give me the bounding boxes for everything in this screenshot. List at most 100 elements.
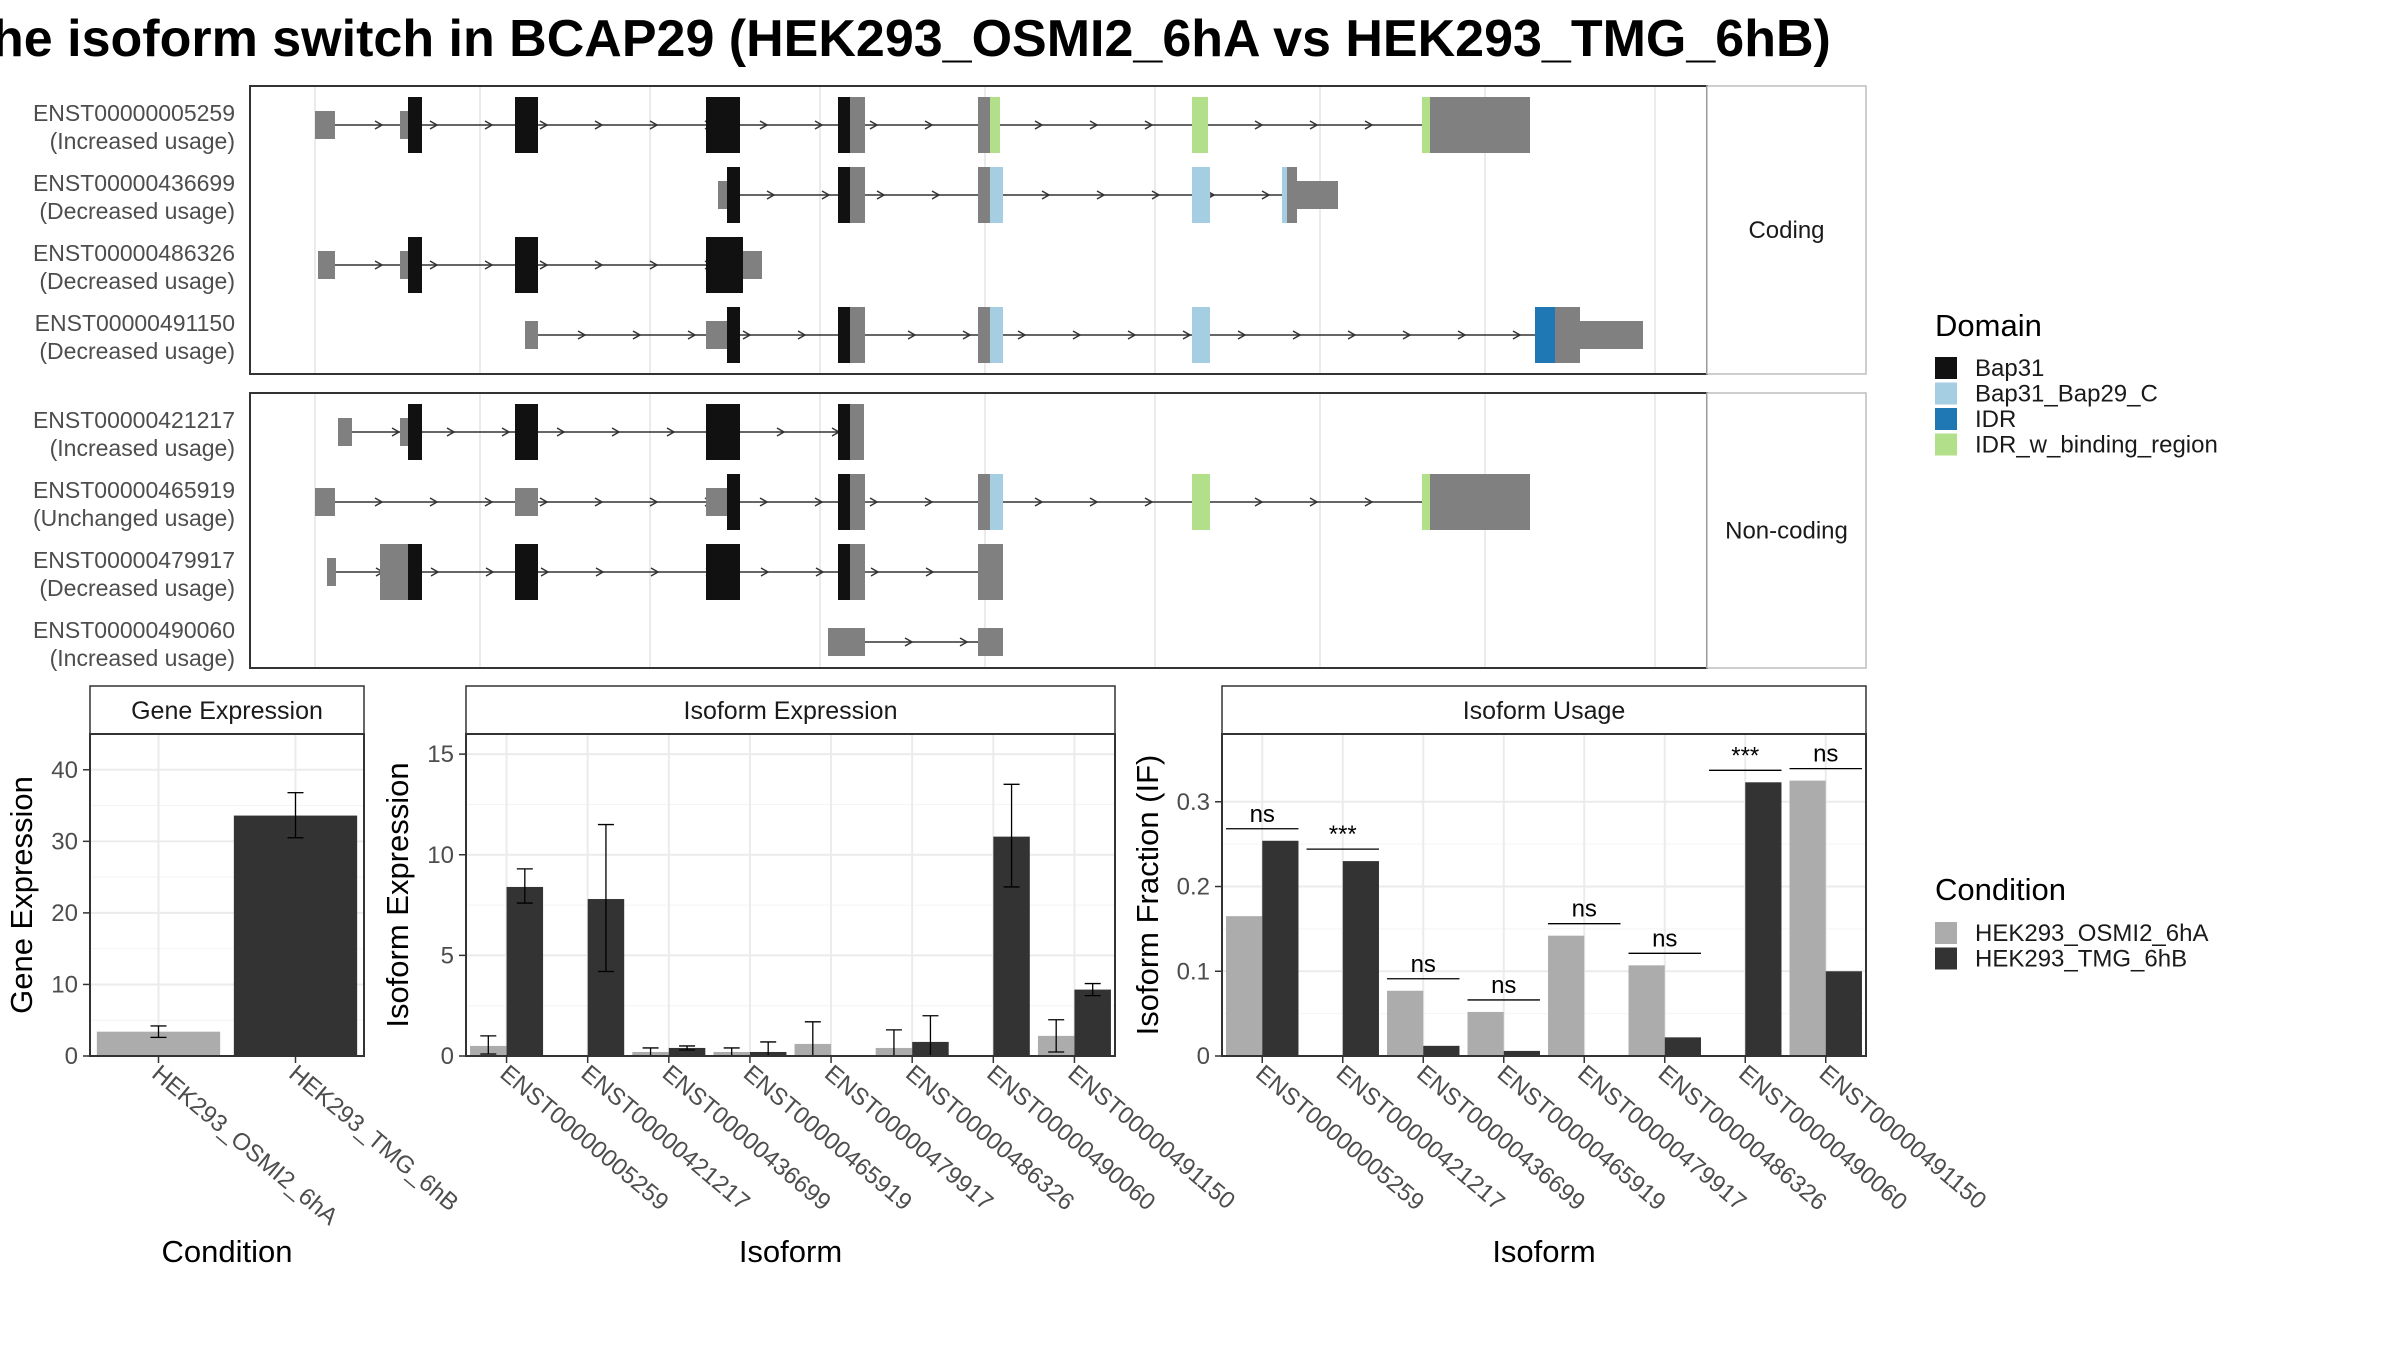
intron-direction-arrow (632, 330, 642, 340)
exon-block (850, 404, 864, 460)
exon-block (1192, 307, 1210, 363)
intron-direction-arrow (594, 120, 604, 130)
y-tick-label: 0 (65, 1043, 78, 1070)
exon-block (1535, 307, 1555, 363)
exon-block (706, 97, 740, 153)
intron-direction-arrow (1034, 120, 1044, 130)
exon-block (850, 307, 865, 363)
exon-block (706, 404, 740, 460)
y-tick-label: 20 (51, 900, 78, 927)
significance-label: ns (1572, 896, 1597, 923)
transcript-usage-label: (Increased usage) (50, 128, 235, 154)
intron-direction-arrow (760, 567, 770, 577)
intron-direction-arrow (577, 330, 587, 340)
bar (1074, 989, 1111, 1056)
intron-direction-arrow (649, 497, 659, 507)
y-tick-label: 0 (441, 1043, 454, 1070)
intron-direction-arrow (1347, 330, 1357, 340)
exon-block (1192, 474, 1210, 530)
plot-border (1221, 733, 1867, 1057)
intron-direction-arrow (870, 567, 880, 577)
intron-direction-arrow (1151, 190, 1161, 200)
legend-label: Bap31 (1975, 355, 2044, 382)
intron-direction-arrow (539, 120, 549, 130)
exon-block (515, 97, 538, 153)
exon-block (978, 97, 990, 153)
exon-block (838, 404, 850, 460)
legend-label: IDR (1975, 406, 2016, 433)
intron-direction-arrow (430, 567, 440, 577)
intron-direction-arrow (429, 260, 439, 270)
exon-block (315, 488, 335, 516)
transcript-track-ENST00000421217 (338, 404, 864, 460)
exon-block (515, 488, 538, 516)
facet-strip (1706, 392, 1867, 669)
exon-block (400, 251, 408, 279)
y-tick-label: 0.2 (1177, 874, 1210, 901)
exon-block (743, 251, 762, 279)
legend-swatch (1935, 947, 1957, 970)
bar (1226, 916, 1263, 1056)
exon-block (838, 97, 850, 153)
significance-label: *** (1329, 821, 1357, 848)
transcript-usage-label: (Increased usage) (50, 645, 235, 671)
figure-title: he isoform switch in BCAP29 (HEK293_OSMI… (0, 10, 1831, 68)
y-tick-label: 40 (51, 757, 78, 784)
intron-direction-arrow (869, 120, 879, 130)
intron-direction-arrow (797, 330, 807, 340)
exon-block (978, 474, 990, 530)
intron-direction-arrow (1364, 120, 1374, 130)
intron-direction-arrow (484, 497, 494, 507)
intron-direction-arrow (1254, 120, 1264, 130)
y-tick-label: 30 (51, 828, 78, 855)
transcript-usage-label: (Decreased usage) (39, 338, 235, 364)
exon-block (318, 251, 335, 279)
intron-direction-arrow (666, 427, 676, 437)
transcript-track-ENST00000436699 (718, 167, 1338, 223)
intron-direction-arrow (374, 260, 384, 270)
exon-block (978, 307, 990, 363)
intron-direction-arrow (814, 497, 824, 507)
transcript-track-ENST00000491150 (525, 307, 1643, 363)
exon-block (327, 558, 336, 586)
intron-direction-arrow (1041, 190, 1051, 200)
bar (1342, 861, 1379, 1056)
intron-direction-arrow (924, 120, 934, 130)
y-axis-title: Gene Expression (4, 776, 39, 1014)
intron-direction-arrow (962, 330, 972, 340)
intron-direction-arrow (869, 497, 879, 507)
facet-strip (1706, 85, 1867, 375)
exon-block (408, 97, 422, 153)
transcript-usage-label: (Decreased usage) (39, 268, 235, 294)
exon-block (1430, 97, 1530, 153)
structure-facet-background (250, 393, 1707, 668)
intron-direction-arrow (1457, 330, 1467, 340)
intron-direction-arrow (1364, 497, 1374, 507)
intron-direction-arrow (595, 567, 605, 577)
transcript-id-label: ENST00000479917 (33, 547, 235, 573)
panel-strip (1221, 685, 1867, 735)
exon-block (850, 167, 865, 223)
transcript-id-label: ENST00000486326 (33, 240, 235, 266)
intron-direction-arrow (931, 190, 941, 200)
y-tick-label: 5 (441, 942, 454, 969)
intron-direction-arrow (759, 120, 769, 130)
intron-direction-arrow (907, 330, 917, 340)
bar (1825, 971, 1862, 1056)
bar (1423, 1045, 1460, 1056)
intron-direction-arrow (904, 637, 914, 647)
exon-block (338, 418, 352, 446)
bar (506, 886, 544, 1056)
intron-direction-arrow (484, 120, 494, 130)
bar (1548, 935, 1585, 1056)
exon-block (718, 181, 727, 209)
transcript-track-ENST00000490060 (828, 628, 1003, 656)
exon-block (828, 628, 865, 656)
transcript-id-label: ENST00000465919 (33, 477, 235, 503)
intron-direction-arrow (687, 330, 697, 340)
legend-label: IDR_w_binding_region (1975, 432, 2218, 459)
exon-block (978, 628, 1003, 656)
intron-direction-arrow (650, 567, 660, 577)
exon-block (1192, 167, 1210, 223)
